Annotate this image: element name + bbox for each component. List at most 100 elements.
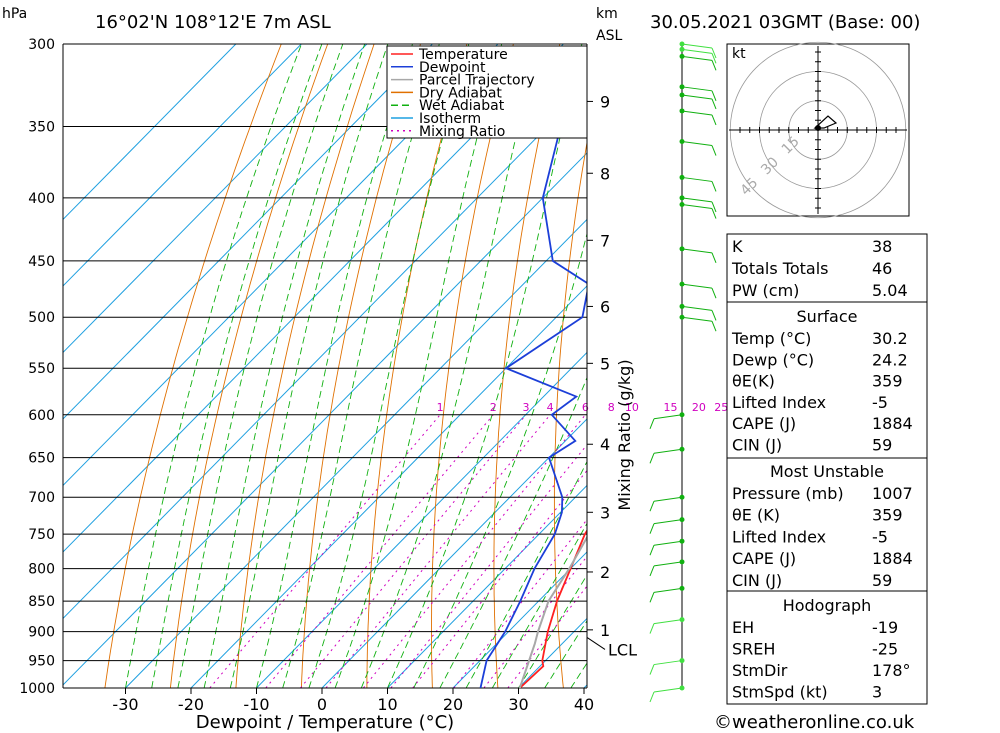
pressure-tick-label: 850	[28, 594, 55, 610]
surface-row-value: 24.2	[872, 350, 908, 369]
table-box	[726, 590, 928, 705]
profile-lines	[479, 62, 587, 688]
isotherm-line	[63, 44, 302, 287]
mixing-ratio-line	[300, 414, 527, 688]
pressure-tick-label: 550	[28, 361, 55, 377]
wind-barb-flag	[649, 453, 655, 464]
pressure-tick-label: 500	[28, 310, 55, 326]
wind-barb-flag	[711, 321, 717, 332]
wet-adiabat-line	[308, 44, 470, 688]
wind-barb-flag	[711, 90, 717, 102]
pressure-tick-label: 800	[28, 562, 55, 578]
hodo-row-value: 178°	[872, 661, 911, 680]
mixing-ratio-line	[453, 518, 587, 688]
mu-row-value: 59	[872, 571, 892, 590]
wind-barb-flag	[649, 664, 655, 675]
axes: 1 2 3 4 6 8 10 15 20 2530035040045050055060065070…	[19, 37, 728, 733]
wet-adiabat-line	[360, 44, 540, 688]
wind-barb-flag	[649, 545, 655, 556]
dry-adiabat-line	[553, 140, 587, 688]
wind-barb-flag	[649, 592, 655, 603]
mixing-ratio-label: 25	[714, 401, 728, 414]
mixing-ratio-label: 3	[523, 401, 530, 414]
hodo-row-label: StmSpd (kt)	[732, 683, 828, 702]
hodo-row-value: 3	[872, 683, 882, 702]
isotherm-line	[387, 484, 587, 688]
wind-barb-staff	[681, 141, 713, 147]
wind-barb-flag	[649, 565, 655, 577]
lcl-label: LCL	[608, 640, 637, 659]
wind-barb-staff	[653, 414, 683, 420]
credit-text: ©weatheronline.co.uk	[714, 712, 915, 733]
surface-row-label: CIN (J)	[732, 436, 782, 455]
wind-barb-staff	[653, 540, 683, 546]
x-tick-label: -20	[178, 695, 204, 714]
parcel-trajectory-series	[518, 535, 587, 688]
surface-row-value: -5	[872, 393, 888, 412]
pressure-tick-label: 1000	[19, 681, 55, 697]
wet-adiabat-line	[282, 44, 440, 688]
height-km-label: 6	[600, 297, 610, 316]
legend-label: Dewpoint	[419, 60, 486, 76]
wind-barb-staff	[653, 687, 683, 693]
mu-row-value: 1884	[872, 549, 913, 568]
basic-row-label: K	[732, 237, 743, 256]
surface-row-label: Temp (°C)	[731, 329, 811, 348]
wind-barb-staff	[681, 110, 713, 116]
surface-row-value: 30.2	[872, 329, 908, 348]
x-tick-label: -30	[112, 695, 138, 714]
isotherm-line	[63, 44, 564, 553]
basic-row-value: 38	[872, 237, 892, 256]
wind-barb-flag	[711, 98, 717, 110]
surface-row-label: Lifted Index	[732, 393, 826, 412]
pressure-tick-label: 350	[28, 119, 55, 135]
wind-barb-flag	[649, 418, 655, 429]
x-axis-title: Dewpoint / Temperature (°C)	[196, 712, 454, 733]
pressure-tick-label: 750	[28, 527, 55, 543]
pressure-tick-label: 650	[28, 451, 55, 467]
wind-barb-staff	[681, 248, 713, 254]
height-unit-asl: ASL	[596, 28, 622, 44]
dry-adiabat-line	[929, 44, 1000, 688]
hodo-row-value: -25	[872, 640, 898, 659]
height-unit: km	[596, 6, 618, 22]
hodograph-storm-motion	[815, 125, 821, 131]
pressure-tick-label: 700	[28, 490, 55, 506]
pressure-unit: hPa	[2, 6, 27, 22]
basic-row-label: Totals Totals	[731, 259, 829, 278]
isotherm-line	[256, 351, 587, 688]
wind-barb-staff	[653, 496, 683, 502]
legend-label: Isotherm	[419, 111, 481, 127]
dry-adiabat-line	[493, 44, 561, 688]
datetime-title: 30.05.2021 03GMT (Base: 00)	[650, 12, 920, 33]
legend-label: Parcel Trajectory	[419, 73, 535, 89]
isotherm-line	[63, 152, 587, 686]
wet-adiabat-line	[177, 44, 344, 688]
pressure-tick-label: 450	[28, 254, 55, 270]
wind-barb-flag	[711, 145, 717, 156]
isotherm-line	[63, 44, 433, 420]
pressure-tick-label: 400	[28, 191, 55, 207]
hodograph-unit: kt	[732, 46, 746, 62]
surface-title: Surface	[797, 307, 858, 326]
wind-barb-flag	[711, 252, 717, 264]
dry-adiabat-line	[431, 44, 514, 688]
wind-barb-staff	[681, 316, 713, 322]
mixing-ratio-label: 1	[437, 401, 444, 414]
wet-adiabat-line	[334, 44, 503, 688]
hodograph-title: Hodograph	[783, 596, 872, 615]
wind-barb-staff	[681, 176, 713, 182]
location-title: 16°02'N 108°12'E 7m ASL	[95, 12, 331, 33]
pressure-tick-label: 300	[28, 37, 55, 53]
height-km-label: 1	[600, 621, 610, 640]
lcl-tick	[586, 636, 606, 650]
isotherm-line	[125, 218, 587, 688]
height-km-label: 5	[600, 354, 610, 373]
height-km-label: 4	[600, 435, 610, 454]
isotherm-line	[63, 44, 499, 487]
wind-barb-staff	[653, 619, 683, 625]
wind-barb-flag	[711, 287, 717, 299]
wind-barb-staff	[681, 305, 713, 311]
mixing-ratio-label: 15	[664, 401, 678, 414]
